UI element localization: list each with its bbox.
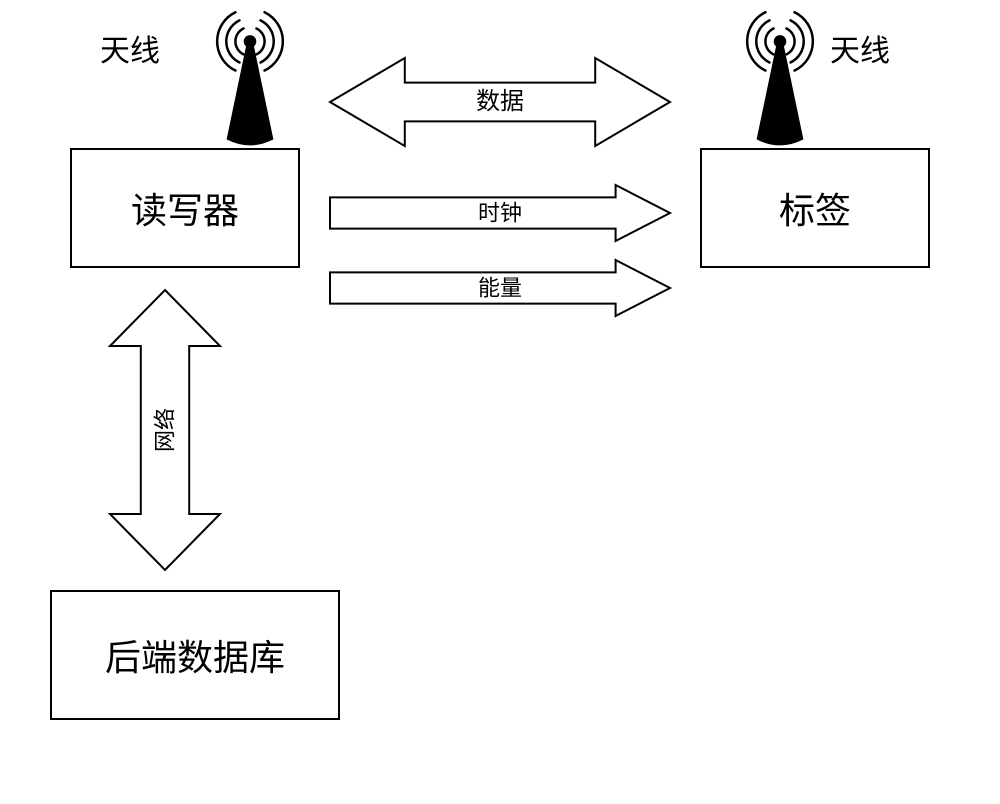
arrow-clock: 时钟	[330, 185, 670, 241]
antenna-right-icon	[735, 18, 825, 148]
arrow-data: 数据	[330, 58, 670, 146]
node-reader-label: 读写器	[131, 182, 239, 234]
node-database-label: 后端数据库	[105, 629, 285, 681]
arrow-label: 网络	[153, 408, 178, 452]
arrow-energy: 能量	[330, 260, 670, 316]
antenna-left-label: 天线	[100, 26, 160, 70]
diagram-canvas: 读写器 标签 后端数据库 天线 天线 数据 时钟 能量 网络	[0, 0, 1000, 804]
arrow-network: 网络	[110, 290, 220, 570]
arrow-label: 数据	[476, 88, 524, 115]
node-tag-label: 标签	[779, 182, 851, 234]
node-reader: 读写器	[70, 148, 300, 268]
node-tag: 标签	[700, 148, 930, 268]
arrow-label: 时钟	[478, 201, 522, 226]
antenna-left-icon	[205, 18, 295, 148]
arrow-label: 能量	[478, 276, 522, 301]
antenna-right-label: 天线	[830, 26, 890, 70]
node-database: 后端数据库	[50, 590, 340, 720]
